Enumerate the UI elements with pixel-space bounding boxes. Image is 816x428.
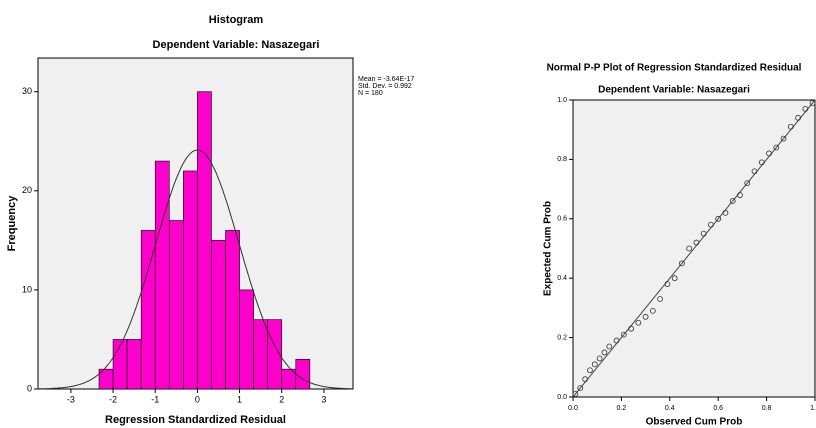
y-axis-label: Frequency [6, 195, 18, 252]
chart-subtitle: Dependent Variable: Nasazegari [598, 85, 750, 96]
point [795, 114, 801, 121]
point [700, 230, 707, 237]
point [729, 198, 736, 204]
y-tick-label: 1.0 [557, 97, 567, 104]
point [582, 376, 588, 383]
x-tick-label: 2 [279, 394, 284, 404]
bar [154, 160, 170, 390]
y-tick-label: 0.4 [557, 275, 567, 282]
y-tick-label: 0 [27, 383, 32, 393]
y-tick-label: 20 [22, 185, 32, 195]
y-tick-label: 0.6 [557, 216, 567, 223]
bar [225, 230, 240, 390]
x-tick-label: 0.4 [665, 405, 675, 412]
x-axis-label: Regression Standardized Residual [105, 414, 286, 426]
x-tick-label: 0.0 [568, 405, 578, 412]
point [635, 319, 642, 326]
point [671, 275, 678, 282]
x-tick-label: 1 [237, 394, 242, 404]
bar [197, 91, 212, 390]
point [613, 337, 620, 344]
point [620, 331, 627, 338]
x-tick-label: 0.2 [617, 405, 627, 412]
bar [253, 319, 268, 390]
point [577, 385, 584, 391]
y-tick-label: 0.0 [557, 394, 567, 401]
point [587, 367, 593, 374]
chart-subtitle: Dependent Variable: Nasazegari [153, 39, 320, 51]
stat-label: Mean = -3.64E-17 [358, 76, 414, 83]
x-tick-label: -1 [151, 394, 159, 404]
point [802, 106, 809, 112]
y-tick-label: 30 [22, 86, 32, 96]
point [737, 192, 743, 198]
x-tick-label: 0.6 [713, 405, 723, 412]
bar [112, 339, 128, 390]
point [693, 239, 700, 246]
x-axis-label: Observed Cum Prob [646, 417, 743, 428]
point [766, 150, 772, 157]
bar [239, 289, 254, 390]
point [708, 221, 714, 228]
y-tick-label: 0.8 [557, 156, 567, 163]
point [596, 355, 603, 362]
point [591, 361, 598, 368]
point [780, 135, 787, 142]
point [649, 307, 656, 314]
normal-curve [38, 149, 354, 390]
y-axis-label: Expected Cum Prob [543, 201, 554, 296]
point [657, 296, 664, 302]
point [642, 313, 649, 320]
bar [295, 358, 311, 390]
point [751, 168, 758, 175]
bar [211, 240, 226, 390]
point [744, 180, 751, 187]
point [606, 343, 613, 350]
stat-label: N = 180 [358, 90, 383, 97]
point [679, 260, 685, 267]
x-tick-label: 1.0 [810, 405, 816, 412]
stat-label: Std. Dev. = 0.992 [358, 83, 412, 90]
point [572, 391, 579, 397]
bar [126, 339, 142, 390]
x-tick-label: 0 [195, 394, 200, 404]
point [773, 144, 780, 151]
point [628, 325, 634, 332]
point [787, 123, 794, 130]
y-tick-label: 10 [22, 284, 32, 294]
bar [267, 319, 283, 390]
point [758, 159, 765, 166]
bar [168, 220, 184, 390]
point [601, 349, 608, 356]
x-tick-label: -2 [109, 394, 117, 404]
x-tick-label: 0.8 [762, 405, 772, 412]
point [664, 281, 671, 288]
point [686, 245, 693, 252]
x-tick-label: -3 [67, 394, 75, 404]
chart-title: Normal P-P Plot of Regression Standardiz… [547, 63, 802, 74]
chart-title: Histogram [209, 14, 264, 26]
y-tick-label: 0.2 [557, 334, 567, 341]
point [715, 215, 722, 222]
x-tick-label: 3 [321, 394, 326, 404]
point [722, 209, 729, 216]
point [809, 100, 816, 106]
bar [183, 170, 198, 390]
